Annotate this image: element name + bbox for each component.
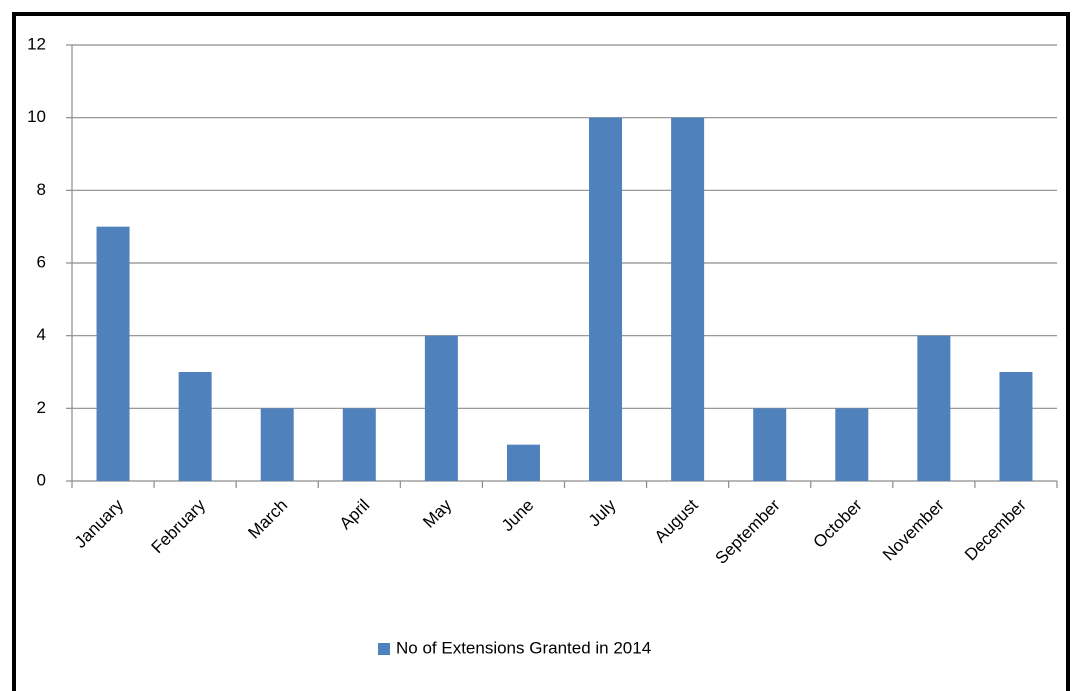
x-tick-label: April [336, 496, 373, 533]
x-tick-label: June [498, 496, 538, 536]
y-tick-label: 12 [27, 34, 46, 53]
y-tick-label: 8 [37, 180, 46, 199]
x-tick-label: May [419, 495, 455, 531]
bar [424, 335, 458, 481]
bar [96, 226, 130, 481]
x-tick-label: February [148, 495, 210, 557]
x-tick-label: December [961, 495, 1030, 564]
bar [506, 444, 540, 481]
bar [260, 408, 294, 481]
bar [589, 117, 623, 482]
bar [917, 335, 951, 481]
y-tick-label: 0 [37, 470, 46, 489]
bar [342, 408, 376, 481]
y-tick-label: 6 [37, 252, 46, 271]
x-tick-label: November [879, 495, 948, 564]
y-tick-label: 2 [37, 398, 46, 417]
y-tick-label: 10 [27, 107, 46, 126]
legend-label: No of Extensions Granted in 2014 [396, 638, 651, 657]
bar [178, 372, 212, 481]
x-tick-label: March [244, 496, 291, 543]
bar [835, 408, 869, 481]
x-tick-label: July [585, 495, 620, 530]
y-tick-label: 4 [37, 325, 46, 344]
chart-frame [12, 12, 1070, 691]
bar [753, 408, 787, 481]
bar [671, 117, 705, 482]
x-tick-label: October [810, 495, 866, 551]
bar [999, 372, 1033, 481]
legend-swatch [378, 643, 390, 655]
x-tick-label: August [651, 495, 702, 546]
x-tick-label: January [71, 495, 128, 552]
x-tick-label: September [711, 495, 783, 567]
